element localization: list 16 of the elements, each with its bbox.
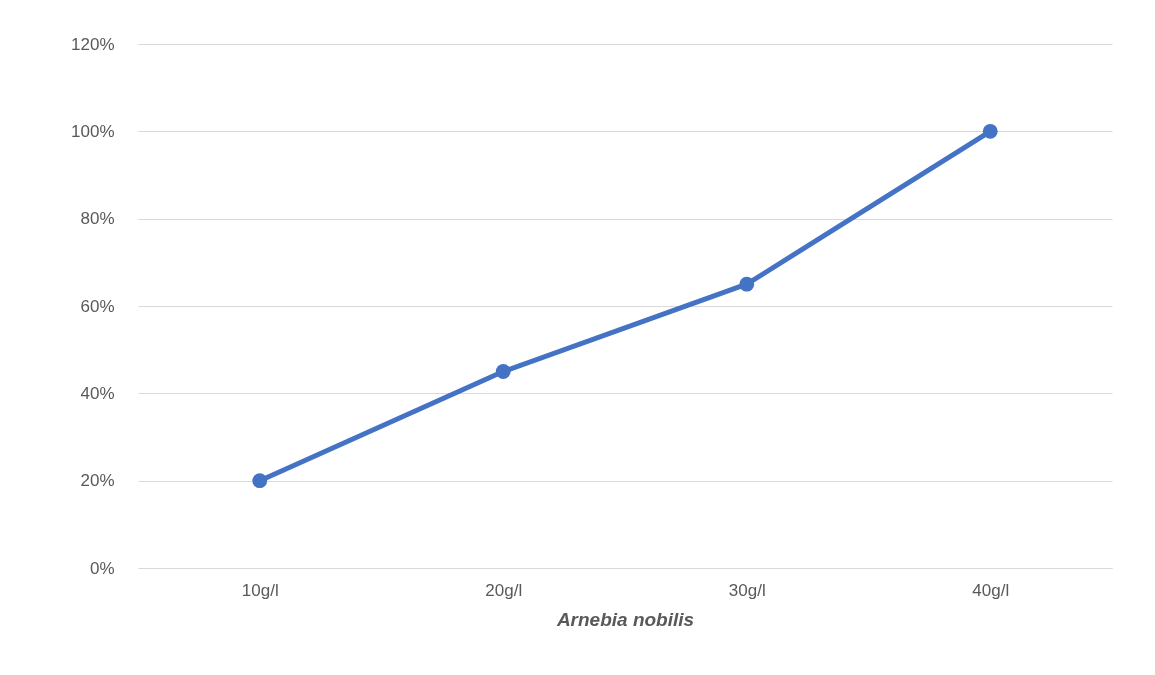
- y-tick-label: 0%: [89, 558, 115, 578]
- point: [982, 123, 998, 139]
- x-tick-label: 20g/l: [485, 580, 523, 600]
- y-tick-label: 60%: [80, 296, 115, 316]
- point: [739, 276, 755, 292]
- y-tick-label: 20%: [80, 471, 115, 491]
- x-tick-label: 30g/l: [728, 580, 766, 600]
- y-tick-label: 120%: [71, 34, 115, 54]
- x-axis-title: Arnebia nobilis: [555, 608, 695, 630]
- point: [252, 473, 268, 489]
- y-tick-label: 100%: [71, 121, 115, 141]
- y-tick-label: 80%: [80, 209, 115, 229]
- x-tick-label: 10g/l: [241, 580, 279, 600]
- x-tick-label: 40g/l: [972, 580, 1010, 600]
- point: [495, 364, 511, 379]
- y-tick-label: 40%: [80, 383, 115, 403]
